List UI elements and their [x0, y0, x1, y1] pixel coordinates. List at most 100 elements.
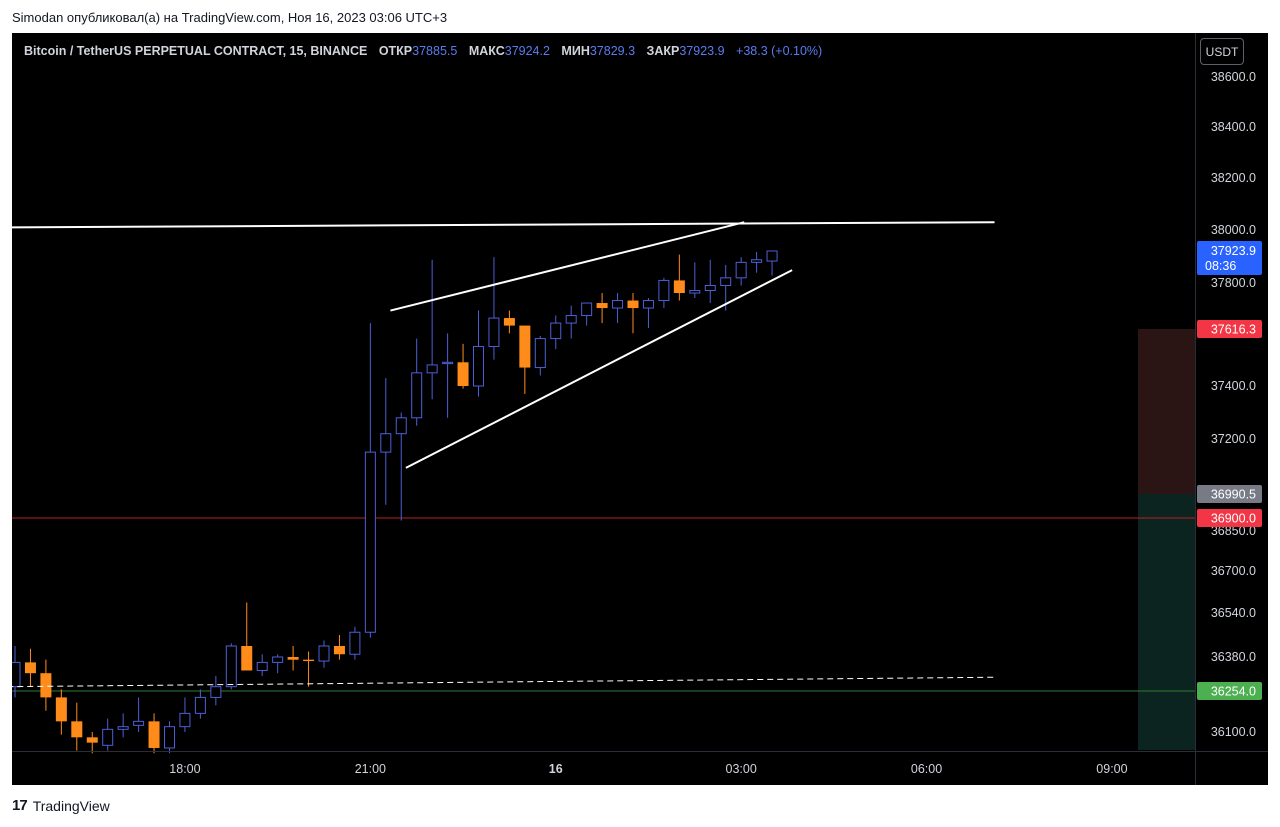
candle-body	[596, 303, 608, 309]
candle-body	[148, 721, 160, 748]
y-tick-label: 37800.0	[1211, 276, 1256, 290]
candle-body	[488, 317, 500, 347]
candle-body	[24, 662, 36, 674]
candle-body	[766, 250, 778, 262]
candlestick-chart[interactable]: 38600.0 38400.0 38200.0 38000.0 37800.0 37400…	[12, 33, 1268, 785]
candle-body	[164, 726, 175, 749]
candle-body	[225, 645, 237, 688]
low-value: 37829.3	[589, 44, 636, 58]
candle-body	[457, 362, 469, 386]
price-change: +38.3 (+0.10%)	[736, 44, 823, 58]
footer-brand[interactable]: 17 TradingView	[12, 797, 110, 814]
tradingview-logo-icon: 17	[12, 797, 28, 814]
price-label-box	[1197, 320, 1262, 338]
close-label: ЗАКР	[646, 44, 680, 58]
candle-body	[735, 261, 747, 279]
candle-body	[40, 673, 52, 698]
candle-body	[704, 285, 716, 292]
candle-body	[426, 364, 438, 374]
target-zone	[1138, 494, 1195, 750]
last-price-box	[1197, 241, 1262, 275]
x-tick-label: 18:00	[169, 762, 200, 776]
y-tick-label: 36540.0	[1211, 606, 1256, 620]
candle-body	[658, 279, 670, 302]
candle-body	[519, 325, 531, 368]
candle-body	[194, 696, 206, 714]
y-tick-label: 36700.0	[1211, 564, 1256, 578]
candle-body	[287, 657, 299, 660]
candle-body	[534, 338, 546, 369]
candle-body	[102, 728, 114, 746]
y-tick-label: 38600.0	[1211, 70, 1256, 84]
candle-body	[627, 300, 639, 309]
candle-body	[442, 361, 454, 365]
chart-panel[interactable]: 38600.0 38400.0 38200.0 38000.0 37800.0 37400…	[12, 33, 1268, 785]
price-label-box	[1197, 682, 1262, 700]
y-tick-label: 38000.0	[1211, 223, 1256, 237]
candle-body	[473, 345, 484, 387]
publisher-line: Simodan опубликовал(а) на TradingView.co…	[12, 10, 448, 25]
price-label: 36254.0	[1211, 685, 1256, 699]
candle-body	[565, 315, 577, 324]
y-tick-label: 37200.0	[1211, 432, 1256, 446]
candle-body	[117, 726, 129, 730]
candle-body	[12, 661, 21, 688]
low-label: МИН	[561, 44, 590, 58]
candle-body	[673, 280, 685, 294]
stop-zone	[1138, 329, 1195, 494]
x-tick-label: 06:00	[911, 762, 942, 776]
candle-body	[503, 318, 515, 326]
candle-body	[210, 686, 222, 698]
last-price-label: 37923.9	[1211, 244, 1256, 258]
x-tick-label: 03:00	[726, 762, 757, 776]
x-tick-label: 09:00	[1096, 762, 1127, 776]
close-value: 37923.9	[679, 44, 725, 58]
candle-body	[395, 417, 407, 435]
footer-brand-text: TradingView	[32, 797, 110, 814]
y-tick-label: 36380.0	[1211, 650, 1256, 664]
x-tick-label: 21:00	[355, 762, 386, 776]
candle-body	[241, 646, 253, 671]
candle-body	[303, 659, 315, 662]
high-label: МАКС	[468, 44, 505, 58]
candle-body	[71, 721, 83, 738]
x-tick-label: 16	[549, 762, 563, 776]
trendline-0	[12, 221, 995, 229]
candle-body	[751, 259, 763, 263]
candle-body	[612, 300, 624, 309]
price-label-box	[1197, 485, 1262, 503]
open-label: ОТКР	[378, 44, 413, 58]
chart-legend: Bitcoin / TetherUS PERPETUAL CONTRACT, 1…	[24, 44, 822, 58]
candle-body	[349, 631, 361, 655]
symbol-title[interactable]: Bitcoin / TetherUS PERPETUAL CONTRACT, 1…	[24, 44, 368, 58]
high-value: 37924.2	[504, 44, 550, 58]
y-tick-label: 38400.0	[1211, 120, 1256, 134]
candle-body	[689, 290, 701, 294]
candle-body	[318, 645, 330, 662]
price-label: 36990.5	[1211, 488, 1256, 502]
candle-body	[179, 712, 191, 728]
candle-body	[642, 300, 654, 309]
candle-body	[581, 302, 593, 317]
price-label-box	[1197, 509, 1262, 527]
candle-body	[55, 697, 67, 722]
candle-body	[380, 433, 392, 453]
candle-body	[720, 277, 732, 287]
y-tick-label: 38200.0	[1211, 171, 1256, 185]
candle-body	[364, 451, 376, 633]
trendline-3	[12, 676, 995, 688]
candle-body	[550, 322, 562, 340]
y-tick-label: 36850.0	[1211, 524, 1256, 538]
open-value: 37885.5	[412, 44, 458, 58]
candle-body	[133, 720, 145, 726]
candle-body	[86, 737, 98, 743]
y-tick-label: 37400.0	[1211, 379, 1256, 393]
candle-body	[256, 661, 268, 671]
trendline-2	[405, 269, 793, 469]
price-label: 37616.3	[1211, 323, 1256, 337]
currency-button[interactable]: USDT	[1200, 38, 1244, 65]
candle-body	[333, 646, 345, 655]
price-label: 36900.0	[1211, 512, 1256, 526]
candle-body	[411, 372, 423, 419]
trendline-1	[390, 221, 745, 312]
